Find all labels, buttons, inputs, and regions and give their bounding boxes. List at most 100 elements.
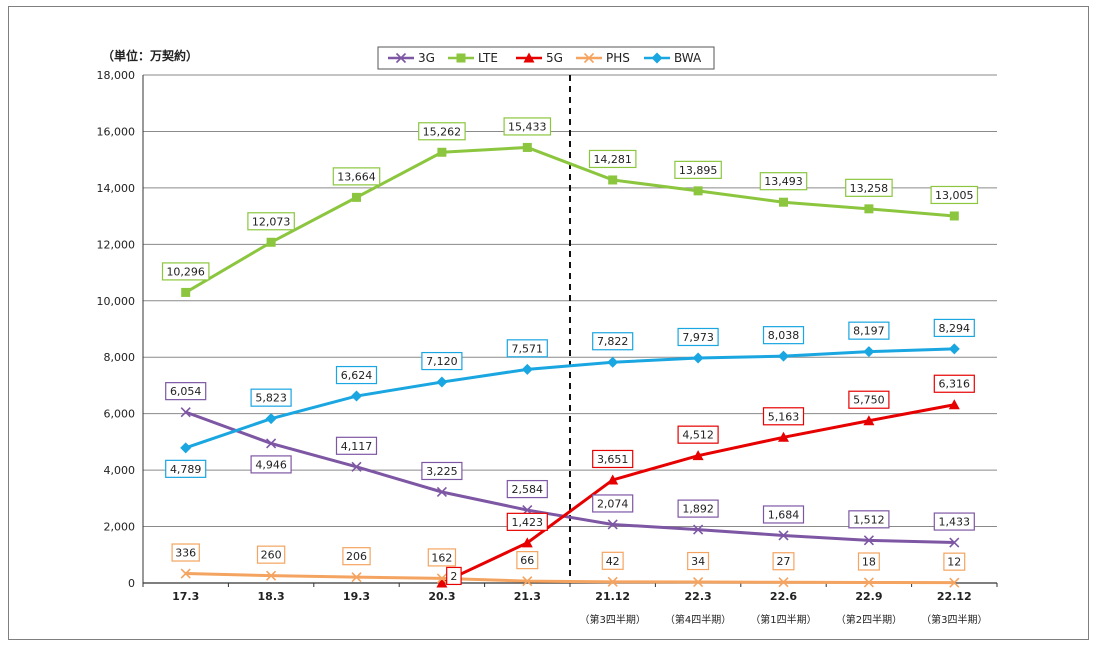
data-label-phs: 27 [777,555,791,568]
marker-3g [180,407,191,418]
data-label-box-phs [943,552,966,571]
x-sub-label: （第2四半期） [836,613,902,626]
marker-3g [693,524,704,535]
data-label-bwa: 7,571 [512,342,544,355]
marker-5g [436,577,448,588]
data-label-box-5g [762,407,805,426]
data-label-box-3g [933,512,975,531]
data-label-5g: 3,651 [597,453,629,466]
legend: 3G LTE 5G PHS BWA [377,46,715,70]
marker-3g [351,461,362,472]
legend-box [377,46,715,70]
series-line-bwa [185,347,955,450]
marker-5g [948,399,960,410]
marker-phs [180,568,191,579]
y-tick-label: 12,000 [97,238,136,251]
data-label-phs: 18 [862,555,876,568]
marker-phs [863,577,874,588]
series-line-3g [185,410,955,545]
data-label-bwa: 8,197 [853,325,885,338]
data-label-box-bwa [506,339,548,358]
data-labels: 6,054 4,946 4,117 3,225 2,584 2,074 1,892 1,684… [161,117,979,586]
data-label-box-3g [165,382,207,401]
data-label-phs: 66 [520,554,534,567]
data-label-phs: 260 [261,549,282,562]
y-tick-label: 18,000 [97,69,136,82]
y-tick-label: 8,000 [104,351,136,364]
data-label-box-3g [677,499,719,518]
legend-marker-lte [456,53,466,63]
marker-3g [949,537,960,548]
data-label-box-lte [161,262,210,281]
data-label-3g: 2,584 [512,483,544,496]
data-label-box-bwa [592,332,634,351]
data-label-box-3g [421,461,463,481]
data-label-bwa: 5,823 [255,392,287,405]
marker-5g [607,474,619,485]
y-tick-label: 2,000 [104,521,136,534]
data-label-box-lte [332,167,381,186]
data-label-lte: 13,895 [679,164,718,177]
x-tick-label: 21.3 [514,590,541,603]
data-label-box-5g [677,425,719,444]
y-tick-label: 14,000 [97,182,136,195]
data-label-box-lte [588,149,637,169]
data-label-lte: 15,433 [508,120,547,133]
data-label-phs: 162 [431,551,452,564]
legend-label-lte: LTE [478,51,498,65]
marker-phs [522,576,533,587]
data-label-box-bwa [762,326,805,345]
unit-label: （単位：万契約） [102,48,198,63]
data-label-lte: 14,281 [593,153,632,166]
data-label-bwa: 8,294 [939,322,971,335]
marker-phs [949,577,960,588]
data-label-phs: 12 [947,556,961,569]
marker-bwa [607,356,619,368]
data-label-box-bwa [848,321,890,340]
data-label-phs: 42 [606,555,620,568]
legend-label-3g: 3G [418,51,435,65]
marker-3g [266,438,277,449]
data-label-box-3g [848,510,890,529]
data-label-box-phs [171,543,200,562]
data-label-box-bwa [677,327,719,347]
data-label-3g: 4,946 [255,458,287,471]
data-label-lte: 13,005 [935,189,974,202]
data-label-box-bwa [335,365,378,385]
x-sub-label: （第3四半期） [921,613,987,626]
y-tick-label: 0 [128,577,135,590]
x-sub-label: （第4四半期） [665,613,731,626]
data-label-box-lte [418,122,466,141]
marker-lte [437,147,447,157]
marker-3g [436,486,447,498]
marker-3g [607,519,618,530]
data-label-box-bwa [421,351,463,371]
x-tick-label: 20.3 [428,590,455,603]
data-label-bwa: 7,822 [597,335,629,348]
data-label-box-5g [848,390,890,409]
data-label-box-bwa [165,459,207,478]
data-label-3g: 1,433 [939,516,971,529]
marker-5g [521,537,533,548]
marker-lte [949,211,959,221]
data-label-box-phs [601,551,624,570]
data-label-bwa: 4,789 [170,463,202,476]
data-label-box-phs [427,548,457,567]
series-line-phs [185,572,955,585]
data-label-box-lte [759,172,808,191]
data-label-box-5g [446,566,462,586]
y-tick-label: 10,000 [97,295,136,308]
x-tick-label: 22.3 [685,590,712,603]
marker-bwa [778,350,789,362]
data-label-box-lte [845,178,893,197]
marker-bwa [436,376,448,388]
data-label-3g: 4,117 [341,440,373,453]
marker-phs [607,576,618,587]
data-label-box-lte [674,160,722,179]
x-tick-label: 22.9 [855,590,882,603]
marker-phs [778,577,789,588]
series-group [180,142,960,588]
data-label-phs: 336 [175,547,196,560]
data-label-3g: 1,892 [682,503,714,516]
